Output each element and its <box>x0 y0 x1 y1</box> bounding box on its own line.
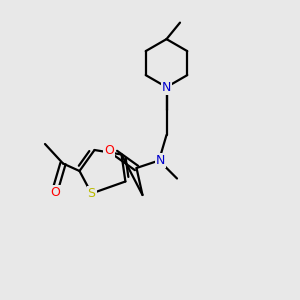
Text: N: N <box>162 81 171 94</box>
Text: S: S <box>88 187 95 200</box>
Text: N: N <box>156 154 165 167</box>
Text: N: N <box>156 154 165 167</box>
Text: S: S <box>88 187 95 200</box>
Text: O: O <box>104 144 114 157</box>
Text: O: O <box>51 186 60 199</box>
Text: O: O <box>104 144 114 157</box>
Text: N: N <box>162 81 171 94</box>
Text: O: O <box>51 186 60 199</box>
